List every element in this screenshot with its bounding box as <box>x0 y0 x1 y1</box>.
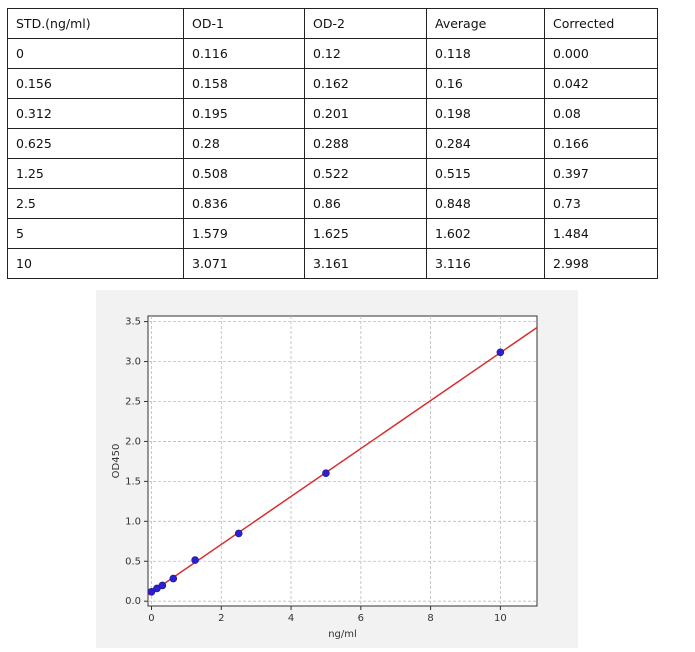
data-point <box>191 556 199 564</box>
table-cell: Average <box>426 8 545 39</box>
table-cell: 0.848 <box>426 188 545 219</box>
table-cell: 0.625 <box>7 128 184 159</box>
table-cell: 1.25 <box>7 158 184 189</box>
table-row: 0.312 0.195 0.201 0.198 0.08 <box>7 98 658 129</box>
x-tick-label: 2 <box>218 613 224 624</box>
table-cell: OD-2 <box>304 8 427 39</box>
table-cell: 1.484 <box>544 218 658 249</box>
table-cell: 5 <box>7 218 184 249</box>
table-cell: 0.08 <box>544 98 658 129</box>
table-cell: 1.625 <box>304 218 427 249</box>
table-cell: 0.195 <box>183 98 305 129</box>
table-cell: 10 <box>7 248 184 279</box>
y-tick-label: 1.0 <box>125 516 141 527</box>
table-cell: 0.158 <box>183 68 305 99</box>
table-cell: 0.16 <box>426 68 545 99</box>
table-cell: 0 <box>7 38 184 69</box>
table-row: 0 0.116 0.12 0.118 0.000 <box>7 38 658 69</box>
data-point <box>496 348 505 357</box>
table-cell: 3.161 <box>304 248 427 279</box>
table-cell: 0.86 <box>304 188 427 219</box>
y-tick-label: 2.0 <box>125 436 141 447</box>
table-cell: 0.198 <box>426 98 545 129</box>
table-row: 1.25 0.508 0.522 0.515 0.397 <box>7 158 658 189</box>
table-cell: 0.312 <box>7 98 184 129</box>
x-tick-label: 10 <box>494 613 507 624</box>
table-cell: 0.522 <box>304 158 427 189</box>
table-cell: 0.836 <box>183 188 305 219</box>
table-cell: 3.116 <box>426 248 545 279</box>
y-axis-label: OD450 <box>111 444 122 479</box>
data-point <box>169 574 178 583</box>
table-cell: 0.73 <box>544 188 658 219</box>
table-cell: 0.515 <box>426 158 545 189</box>
table-cell: 0.162 <box>304 68 427 99</box>
table-cell: 0.508 <box>183 158 305 189</box>
table-row: 0.156 0.158 0.162 0.16 0.042 <box>7 68 658 99</box>
fit-line <box>147 326 538 596</box>
table-cell: 0.166 <box>544 128 658 159</box>
table-cell: 0.116 <box>183 38 305 69</box>
y-tick-label: 0.0 <box>125 596 141 607</box>
x-tick-label: 4 <box>288 613 294 624</box>
y-tick-label: 1.5 <box>125 476 141 487</box>
data-point <box>158 581 167 590</box>
y-tick-label: 0.5 <box>125 556 141 567</box>
chart: 0 2 4 6 8 10 0.0 0.5 1.0 1.5 2.0 2.5 3.0 3.5 ng/ml OD45… <box>96 290 578 648</box>
table-cell: 1.579 <box>183 218 305 249</box>
x-tick-label: 0 <box>148 613 154 624</box>
table-cell: OD-1 <box>183 8 305 39</box>
x-axis-label: ng/ml <box>328 629 357 640</box>
table-row: 5 1.579 1.625 1.602 1.484 <box>7 218 658 249</box>
table-row: STD.(ng/ml) OD-1 OD-2 Average Corrected <box>7 8 658 39</box>
data-table: STD.(ng/ml) OD-1 OD-2 Average Corrected 0 0.11… <box>7 8 658 279</box>
table-row: 10 3.071 3.161 3.116 2.998 <box>7 248 658 279</box>
table-cell: 0.118 <box>426 38 545 69</box>
data-point <box>322 469 330 478</box>
y-tick-label: 3.0 <box>125 357 141 368</box>
table-cell: 0.284 <box>426 128 545 159</box>
y-tick-label: 2.5 <box>125 396 141 407</box>
data-point <box>147 587 156 596</box>
table-cell: 0.042 <box>544 68 658 99</box>
x-tick-label: 8 <box>427 613 433 624</box>
table-cell: 0.397 <box>544 158 658 189</box>
table-row: 0.625 0.28 0.288 0.284 0.166 <box>7 128 658 159</box>
table-cell: 2.998 <box>544 248 658 279</box>
table-cell: 0.156 <box>7 68 184 99</box>
table-cell: 0.201 <box>304 98 427 129</box>
data-point <box>234 529 243 538</box>
x-tick-label: 6 <box>358 613 364 624</box>
table-cell: 2.5 <box>7 188 184 219</box>
table-cell: STD.(ng/ml) <box>7 8 184 39</box>
table-cell: 3.071 <box>183 248 305 279</box>
table-row: 2.5 0.836 0.86 0.848 0.73 <box>7 188 658 219</box>
table-cell: 1.602 <box>426 218 545 249</box>
table-cell: 0.288 <box>304 128 427 159</box>
y-tick-label: 3.5 <box>125 317 141 328</box>
table-cell: Corrected <box>544 8 658 39</box>
table-cell: 0.000 <box>544 38 658 69</box>
table-cell: 0.28 <box>183 128 305 159</box>
table-cell: 0.12 <box>304 38 427 69</box>
